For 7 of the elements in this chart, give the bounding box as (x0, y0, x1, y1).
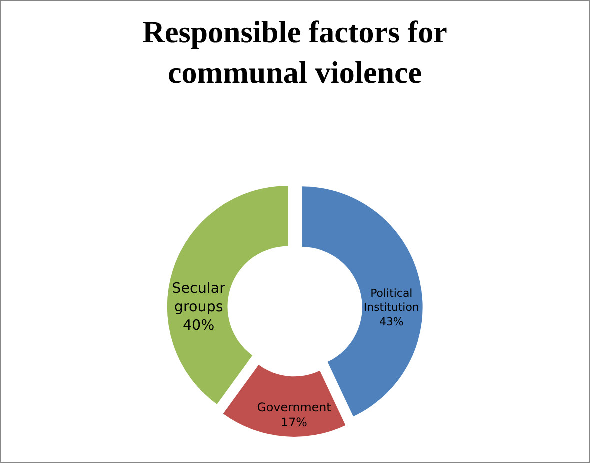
slice-label: Secular groups (172, 280, 226, 316)
data-label: 43% (379, 315, 404, 328)
slice-label: Political Institution (364, 286, 420, 314)
data-label: 40% (182, 318, 215, 334)
data-label: 17% (281, 416, 308, 430)
chart-title: Responsible factors for communal violence (142, 14, 448, 90)
slice-label: Government (257, 400, 332, 414)
